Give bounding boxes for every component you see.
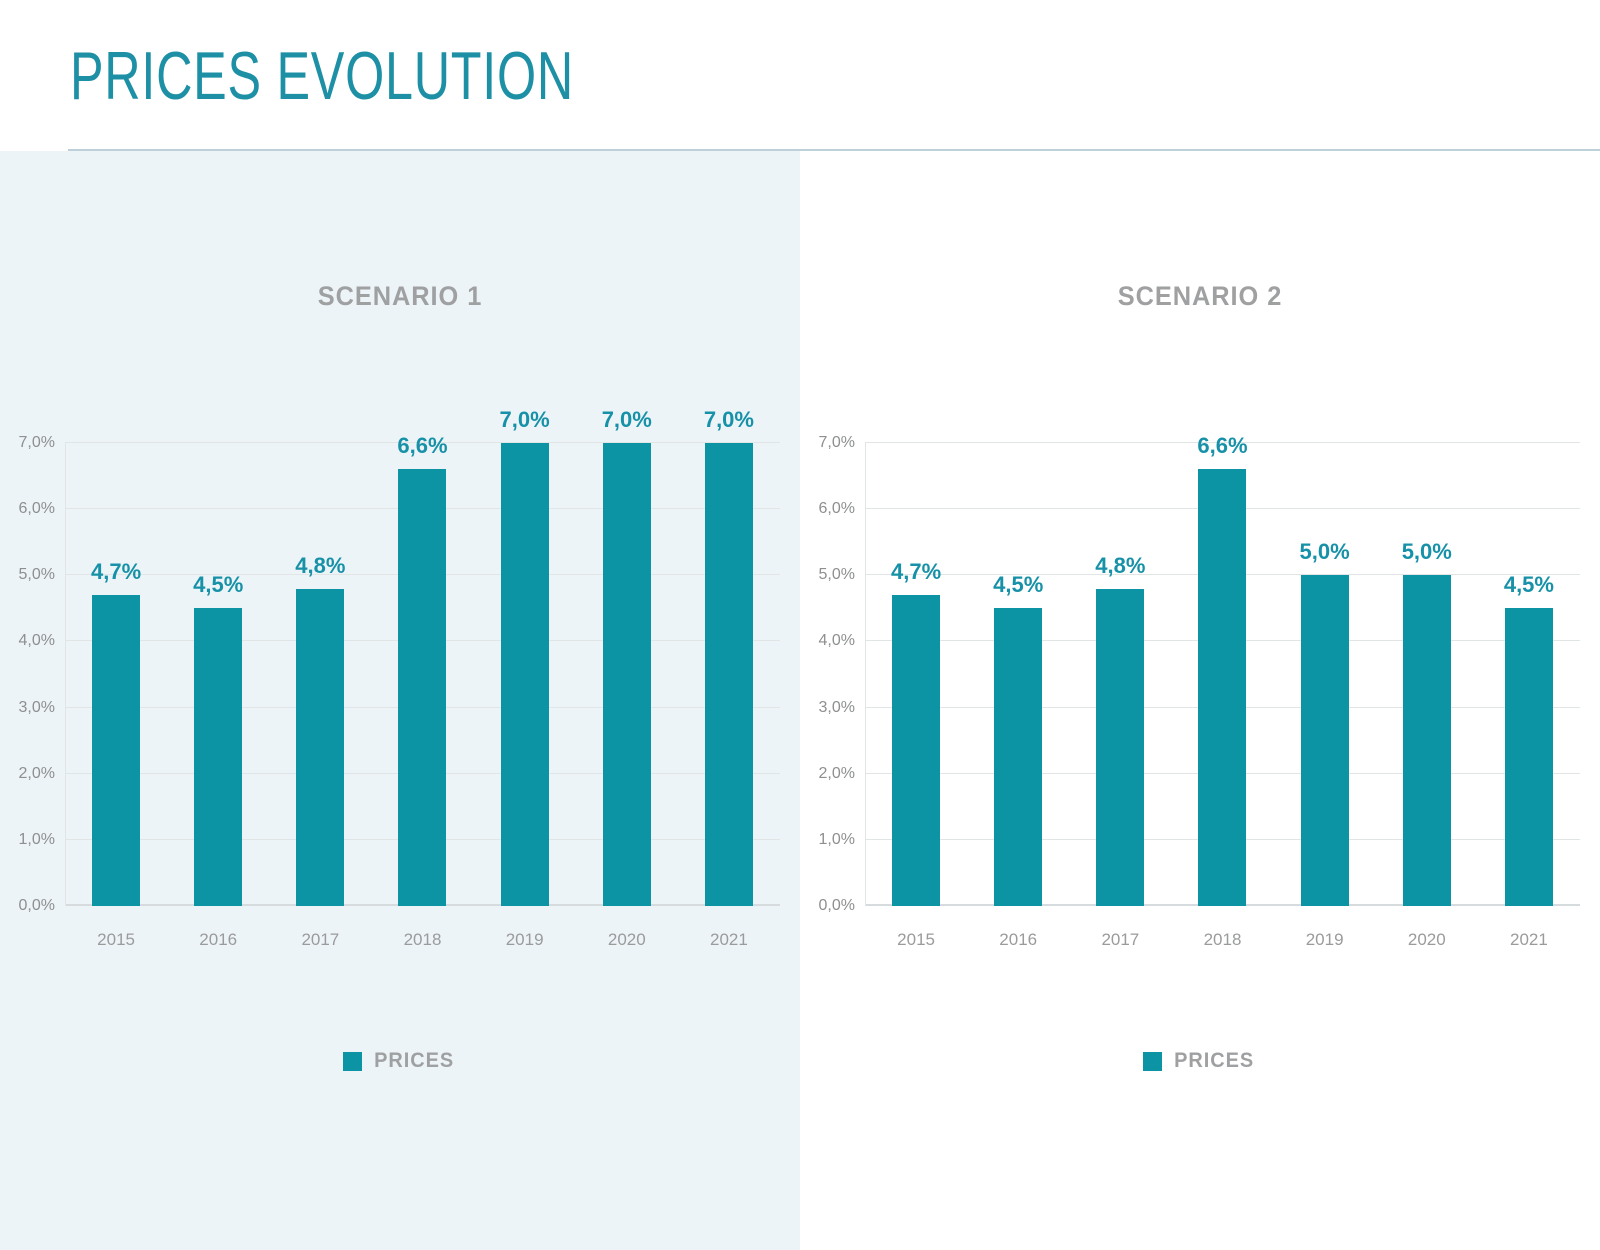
bar-2016[interactable] <box>194 608 243 906</box>
y-axis-line <box>865 443 866 906</box>
y-tick-label: 2,0% <box>818 764 855 782</box>
x-tick-label: 2016 <box>999 930 1038 949</box>
bar-value-label: 6,6% <box>1197 433 1248 459</box>
x-tick-label: 2017 <box>1101 930 1140 949</box>
y-tick-label: 4,0% <box>818 632 855 650</box>
y-tick-label: 5,0% <box>18 566 55 584</box>
bar-2020[interactable] <box>602 443 651 906</box>
grid-line <box>865 442 1580 443</box>
bar-slot-2021: 7,0% <box>678 409 780 906</box>
bar-value-label: 4,5% <box>1503 572 1554 598</box>
bar-slot-2015: 4,7% <box>865 443 967 906</box>
y-tick-label: 7,0% <box>818 434 855 451</box>
x-tick-label: 2015 <box>97 930 135 949</box>
bar-slot-2017: 4,8% <box>269 443 371 906</box>
bar-value-label: 7,0% <box>499 407 550 432</box>
y-tick-label: 1,0% <box>18 830 55 848</box>
x-tick-label: 2021 <box>710 930 748 949</box>
bar-value-label: 4,7% <box>90 559 142 585</box>
bar-value-label: 6,6% <box>397 433 448 459</box>
bar-value-label: 4,8% <box>295 552 346 578</box>
bar-slot-2018: 6,6% <box>1171 435 1273 906</box>
legend-scenario-1[interactable]: PRICES <box>0 1049 800 1073</box>
bar-slot-2020: 7,0% <box>576 409 678 906</box>
plot-area-scenario-2: 7,0% 6,0% 5,0% 4,0% 3,0% 2,0% 1,0% 0,0% … <box>819 435 1580 914</box>
y-tick-label: 6,0% <box>818 500 855 518</box>
y-tick-label: 5,0% <box>818 566 855 584</box>
x-axis-labels: 2015 2016 2017 2018 2019 2020 2021 <box>865 930 1580 950</box>
y-tick-label: 2,0% <box>18 764 55 782</box>
bar-2018[interactable] <box>1198 469 1247 906</box>
y-tick-label: 0,0% <box>818 897 855 914</box>
legend-label: PRICES <box>374 1049 455 1072</box>
y-tick-label: 0,0% <box>18 897 55 914</box>
x-tick-label: 2015 <box>897 930 935 949</box>
bar-2020[interactable] <box>1402 575 1451 906</box>
bar-value-label: 4,5% <box>193 572 244 598</box>
x-tick-label: 2018 <box>1203 930 1242 949</box>
chart-title-scenario-2: SCENARIO 2 <box>1117 281 1283 311</box>
x-axis-labels: 2015 2016 2017 2018 2019 2020 2021 <box>65 930 780 950</box>
bar-value-label: 4,5% <box>993 572 1044 598</box>
bar-series-prices: 4,7% 4,5% 4,8% 6,6% 5,0% 5,0% <box>865 435 1580 906</box>
bar-value-label: 4,8% <box>1095 552 1146 578</box>
x-tick-label: 2020 <box>1407 930 1446 949</box>
x-tick-label: 2016 <box>199 930 238 949</box>
bar-slot-2015: 4,7% <box>65 443 167 906</box>
legend-scenario-2[interactable]: PRICES <box>800 1049 1600 1073</box>
bar-slot-2021: 4,5% <box>1478 443 1580 906</box>
header-divider <box>68 149 1600 151</box>
bar-slot-2016: 4,5% <box>167 443 269 906</box>
page-title: PRICES EVOLUTION <box>70 38 574 114</box>
legend-swatch-icon <box>1143 1051 1163 1071</box>
bar-slot-2020: 5,0% <box>1376 443 1478 906</box>
y-axis-line <box>65 443 66 906</box>
grid-line <box>65 442 780 443</box>
bar-value-label: 7,0% <box>601 407 652 432</box>
chart-title-scenario-1: SCENARIO 1 <box>317 281 483 311</box>
y-tick-label: 4,0% <box>18 632 55 650</box>
y-tick-label: 1,0% <box>818 830 855 848</box>
bar-value-label: 5,0% <box>1401 539 1452 565</box>
bar-2017[interactable] <box>296 588 345 906</box>
x-tick-label: 2018 <box>403 930 442 949</box>
x-tick-label: 2020 <box>607 930 646 949</box>
x-tick-label: 2017 <box>301 930 340 949</box>
bar-value-label: 4,7% <box>890 559 942 585</box>
y-tick-label: 3,0% <box>18 698 55 716</box>
plot-area-scenario-1: 7,0% 6,0% 5,0% 4,0% 3,0% 2,0% 1,0% 0,0% … <box>19 409 780 914</box>
bar-2015[interactable] <box>892 595 941 906</box>
y-tick-label: 3,0% <box>818 698 855 716</box>
x-tick-label: 2019 <box>1305 930 1344 949</box>
bar-slot-2017: 4,8% <box>1069 443 1171 906</box>
bar-slot-2019: 7,0% <box>474 409 576 906</box>
bar-2019[interactable] <box>1300 575 1349 906</box>
bar-2016[interactable] <box>994 608 1043 906</box>
bar-2018[interactable] <box>398 469 447 906</box>
bar-2021[interactable] <box>1504 608 1553 906</box>
y-tick-label: 6,0% <box>18 500 55 518</box>
bar-value-label: 5,0% <box>1299 539 1350 565</box>
x-tick-label: 2021 <box>1510 930 1548 949</box>
panel-scenario-2: SCENARIO 2 7,0% 6,0% 5,0% 4,0% 3,0% 2,0%… <box>800 151 1600 1250</box>
bar-slot-2019: 5,0% <box>1274 443 1376 906</box>
bar-slot-2016: 4,5% <box>967 443 1069 906</box>
legend-swatch-icon <box>343 1051 363 1071</box>
panel-scenario-1: SCENARIO 1 7,0% 6,0% 5,0% 4,0% 3,0% 2,0%… <box>0 151 800 1250</box>
bar-2015[interactable] <box>92 595 141 906</box>
bar-2021[interactable] <box>704 443 753 906</box>
bar-value-label: 7,0% <box>703 407 754 432</box>
bar-2017[interactable] <box>1096 588 1145 906</box>
x-tick-label: 2019 <box>505 930 544 949</box>
y-tick-label: 7,0% <box>18 434 55 451</box>
bar-series-prices: 4,7% 4,5% 4,8% 6,6% 7,0% 7,0% <box>65 409 780 906</box>
bar-slot-2018: 6,6% <box>371 435 473 906</box>
bar-2019[interactable] <box>500 443 549 906</box>
legend-label: PRICES <box>1174 1049 1255 1072</box>
